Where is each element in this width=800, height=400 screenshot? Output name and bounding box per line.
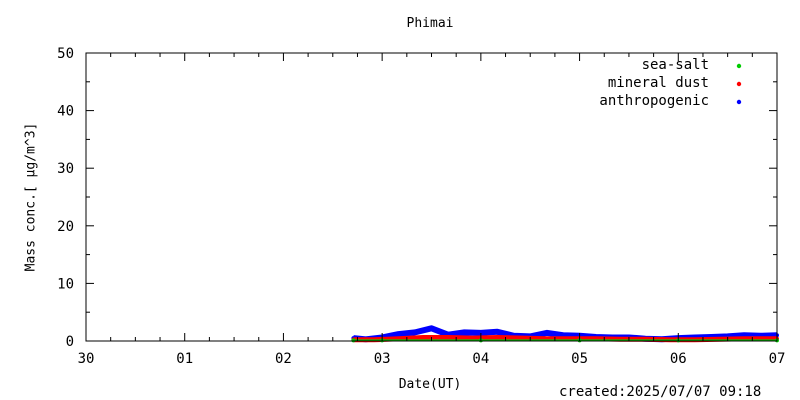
series-layer — [351, 325, 779, 343]
legend-marker-mineral-dust — [736, 81, 742, 87]
series-anthropogenic-point-9 — [495, 329, 500, 334]
y-tick-label-20: 20 — [57, 219, 74, 235]
series-anthropogenic-point-12 — [544, 330, 549, 335]
x-tick-label-6: 06 — [670, 351, 687, 367]
series-anthropogenic-point-3 — [396, 332, 401, 337]
series-mineral-dust-point-3 — [421, 335, 426, 340]
series-anthropogenic-point-5 — [429, 326, 434, 331]
x-tick-label-7: 07 — [769, 351, 786, 367]
series-anthropogenic-point-7 — [462, 330, 467, 335]
legend-marker-anthropogenic — [736, 99, 742, 105]
y-tick-label-40: 40 — [57, 104, 74, 120]
y-tick-label-50: 50 — [57, 46, 74, 62]
series-sea-salt-point-0 — [351, 338, 356, 343]
series-anthropogenic-point-4 — [413, 330, 417, 335]
x-tick-label-2: 02 — [275, 351, 292, 367]
x-tick-label-5: 05 — [571, 351, 588, 367]
y-tick-label-10: 10 — [57, 276, 74, 292]
x-tick-label-4: 04 — [472, 351, 489, 367]
legend-entry-mineral-dust: mineral dust — [608, 75, 709, 91]
x-tick-label-1: 01 — [176, 351, 193, 367]
series-mineral-dust-point-6 — [495, 335, 500, 340]
legend-label-sea-salt: sea-salt — [641, 57, 709, 73]
series-anthropogenic-point-8 — [478, 330, 483, 335]
y-tick-label-0: 0 — [66, 334, 74, 350]
x-tick-label-0: 30 — [78, 351, 95, 367]
axes-layer: 0 10 20 30 40 50 30 01 02 03 04 05 06 07 — [57, 46, 785, 367]
legend-entry-anthropogenic: anthropogenic — [599, 93, 709, 109]
series-mineral-dust-point-4 — [446, 335, 450, 340]
legend-label-mineral-dust: mineral dust — [607, 75, 709, 91]
legend-label-anthropogenic: anthropogenic — [599, 93, 709, 109]
y-axis-label: Mass conc.[ μg/m^3] — [23, 122, 39, 272]
series-mineral-dust-point-7 — [520, 336, 524, 341]
chart-title: Phimai — [406, 16, 454, 31]
x-tick-label-3: 03 — [374, 351, 391, 367]
y-tick-label-30: 30 — [57, 161, 74, 177]
series-mineral-dust-point-5 — [470, 336, 475, 341]
legend-marker-sea-salt — [736, 63, 742, 69]
created-timestamp: created:2025/07/07 09:18 — [559, 384, 762, 400]
x-axis-label: Date(UT) — [398, 377, 462, 392]
legend-entry-sea-salt: sea-salt — [642, 57, 709, 73]
